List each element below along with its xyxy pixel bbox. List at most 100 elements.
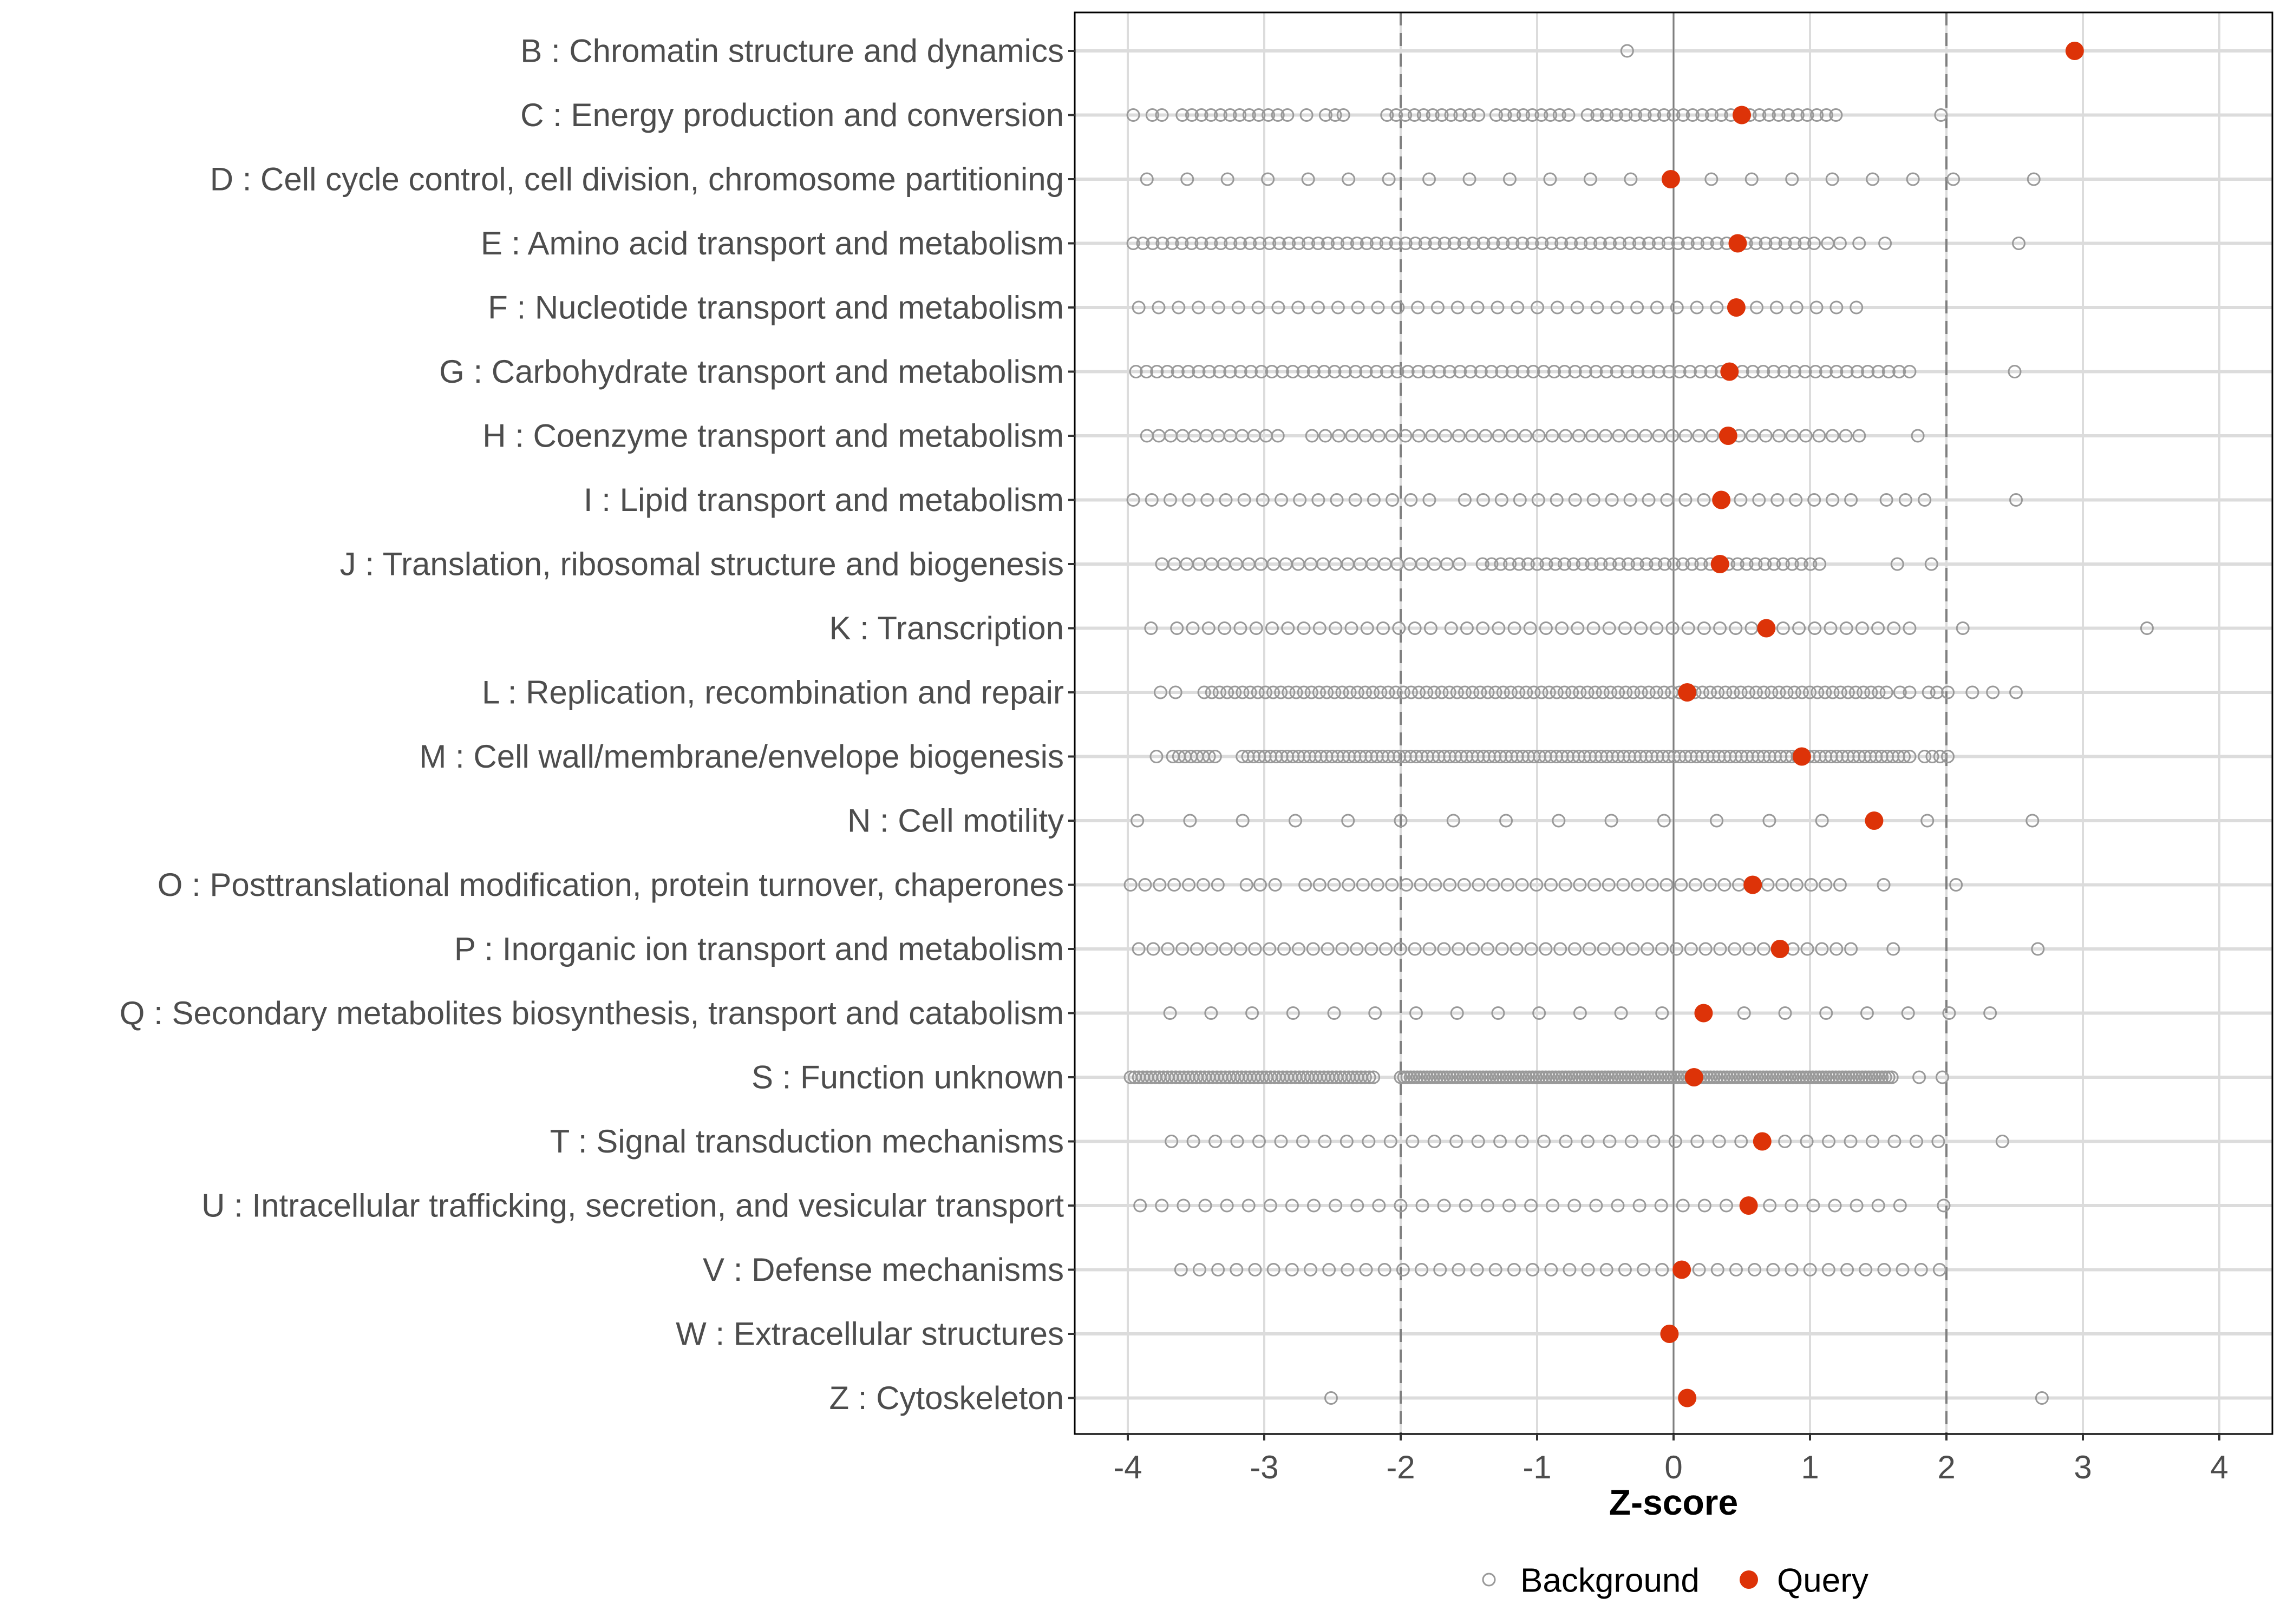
background-point	[1605, 493, 1619, 507]
background-point	[1819, 108, 1833, 122]
background-point	[1769, 300, 1783, 315]
background-point	[1871, 1199, 1885, 1213]
background-point	[1174, 1263, 1188, 1276]
background-point	[1621, 557, 1635, 571]
background-point	[2009, 685, 2023, 699]
background-point	[1394, 1199, 1408, 1213]
background-point	[1833, 237, 1847, 250]
background-point	[1612, 429, 1626, 443]
background-point	[1778, 1135, 1792, 1148]
background-point	[1266, 1263, 1280, 1276]
background-point	[1526, 1070, 1540, 1084]
background-point	[1806, 1199, 1820, 1213]
background-point	[1488, 1263, 1502, 1276]
background-point	[1149, 750, 1164, 763]
background-point	[1598, 429, 1612, 443]
background-point	[1544, 878, 1558, 892]
background-point	[1719, 1199, 1733, 1213]
background-point	[1857, 685, 1871, 699]
background-point	[1766, 1263, 1780, 1276]
x-tick-label: -1	[1522, 1449, 1551, 1485]
background-point	[1582, 1070, 1596, 1084]
background-point	[1740, 557, 1754, 571]
background-point	[1657, 685, 1671, 699]
query-point	[1743, 875, 1762, 894]
background-point	[1274, 1135, 1288, 1148]
background-point	[1393, 942, 1407, 956]
background-point	[1230, 1135, 1244, 1148]
background-point	[1602, 621, 1616, 635]
background-point	[1420, 1070, 1434, 1084]
background-point	[1422, 172, 1436, 186]
background-point	[1329, 1199, 1343, 1213]
background-point	[1272, 237, 1286, 250]
background-point	[1367, 1070, 1381, 1084]
background-point	[1825, 429, 1839, 443]
background-point	[1427, 685, 1441, 699]
x-tick-label: 4	[2210, 1449, 2228, 1485]
background-point	[1630, 300, 1644, 315]
background-point	[1920, 814, 1935, 828]
background-point	[1505, 365, 1519, 378]
background-point	[1285, 1199, 1299, 1213]
background-point	[1573, 878, 1587, 892]
background-point	[1205, 685, 1219, 699]
background-point	[1799, 429, 1813, 443]
background-point	[1688, 878, 1702, 892]
background-point	[1762, 814, 1776, 828]
background-point	[1340, 237, 1354, 250]
background-point	[1425, 429, 1439, 443]
background-point	[1345, 429, 1359, 443]
background-point	[1204, 942, 1218, 956]
background-point	[1651, 237, 1665, 250]
background-point	[1657, 108, 1671, 122]
background-point	[1670, 1070, 1684, 1084]
background-point	[1710, 237, 1724, 250]
background-point	[1414, 1070, 1428, 1084]
background-point	[1539, 1070, 1553, 1084]
category-label: F : Nucleotide transport and metabolism	[488, 290, 1064, 326]
background-point	[1544, 108, 1558, 122]
background-point	[1524, 1199, 1538, 1213]
background-point	[1534, 685, 1548, 699]
background-point	[1480, 942, 1494, 956]
background-point	[1765, 685, 1779, 699]
background-point	[1299, 108, 1314, 122]
background-point	[1844, 1135, 1858, 1148]
background-point	[1358, 429, 1373, 443]
background-point	[1767, 557, 1781, 571]
background-point	[1311, 237, 1325, 250]
background-point	[1537, 1135, 1551, 1148]
background-point	[1756, 1070, 1770, 1084]
background-point	[1291, 942, 1305, 956]
background-point	[1756, 365, 1770, 378]
background-point	[1558, 557, 1572, 571]
background-point	[1406, 1135, 1420, 1148]
background-point	[1403, 1070, 1417, 1084]
background-point	[1460, 1070, 1474, 1084]
background-point	[1420, 685, 1434, 699]
background-point	[1163, 1006, 1177, 1020]
background-point	[1885, 1070, 1899, 1084]
background-point	[1131, 814, 1145, 828]
background-point	[1826, 685, 1840, 699]
background-point	[1527, 685, 1541, 699]
background-point	[1450, 300, 1465, 315]
background-point	[1654, 1070, 1668, 1084]
background-point	[1447, 237, 1461, 250]
background-point	[1248, 942, 1262, 956]
background-point	[1762, 108, 1776, 122]
x-tick-label: 0	[1664, 1449, 1682, 1485]
background-point	[1277, 942, 1291, 956]
background-point	[1380, 108, 1394, 122]
background-point	[1813, 557, 1827, 571]
background-point	[1886, 942, 1900, 956]
background-point	[1589, 365, 1603, 378]
background-point	[1712, 1135, 1726, 1148]
background-point	[1630, 557, 1644, 571]
background-point	[1659, 878, 1674, 892]
background-point	[1897, 750, 1911, 763]
background-point	[1655, 1263, 1669, 1276]
background-point	[1690, 1135, 1704, 1148]
background-point	[1796, 1070, 1810, 1084]
